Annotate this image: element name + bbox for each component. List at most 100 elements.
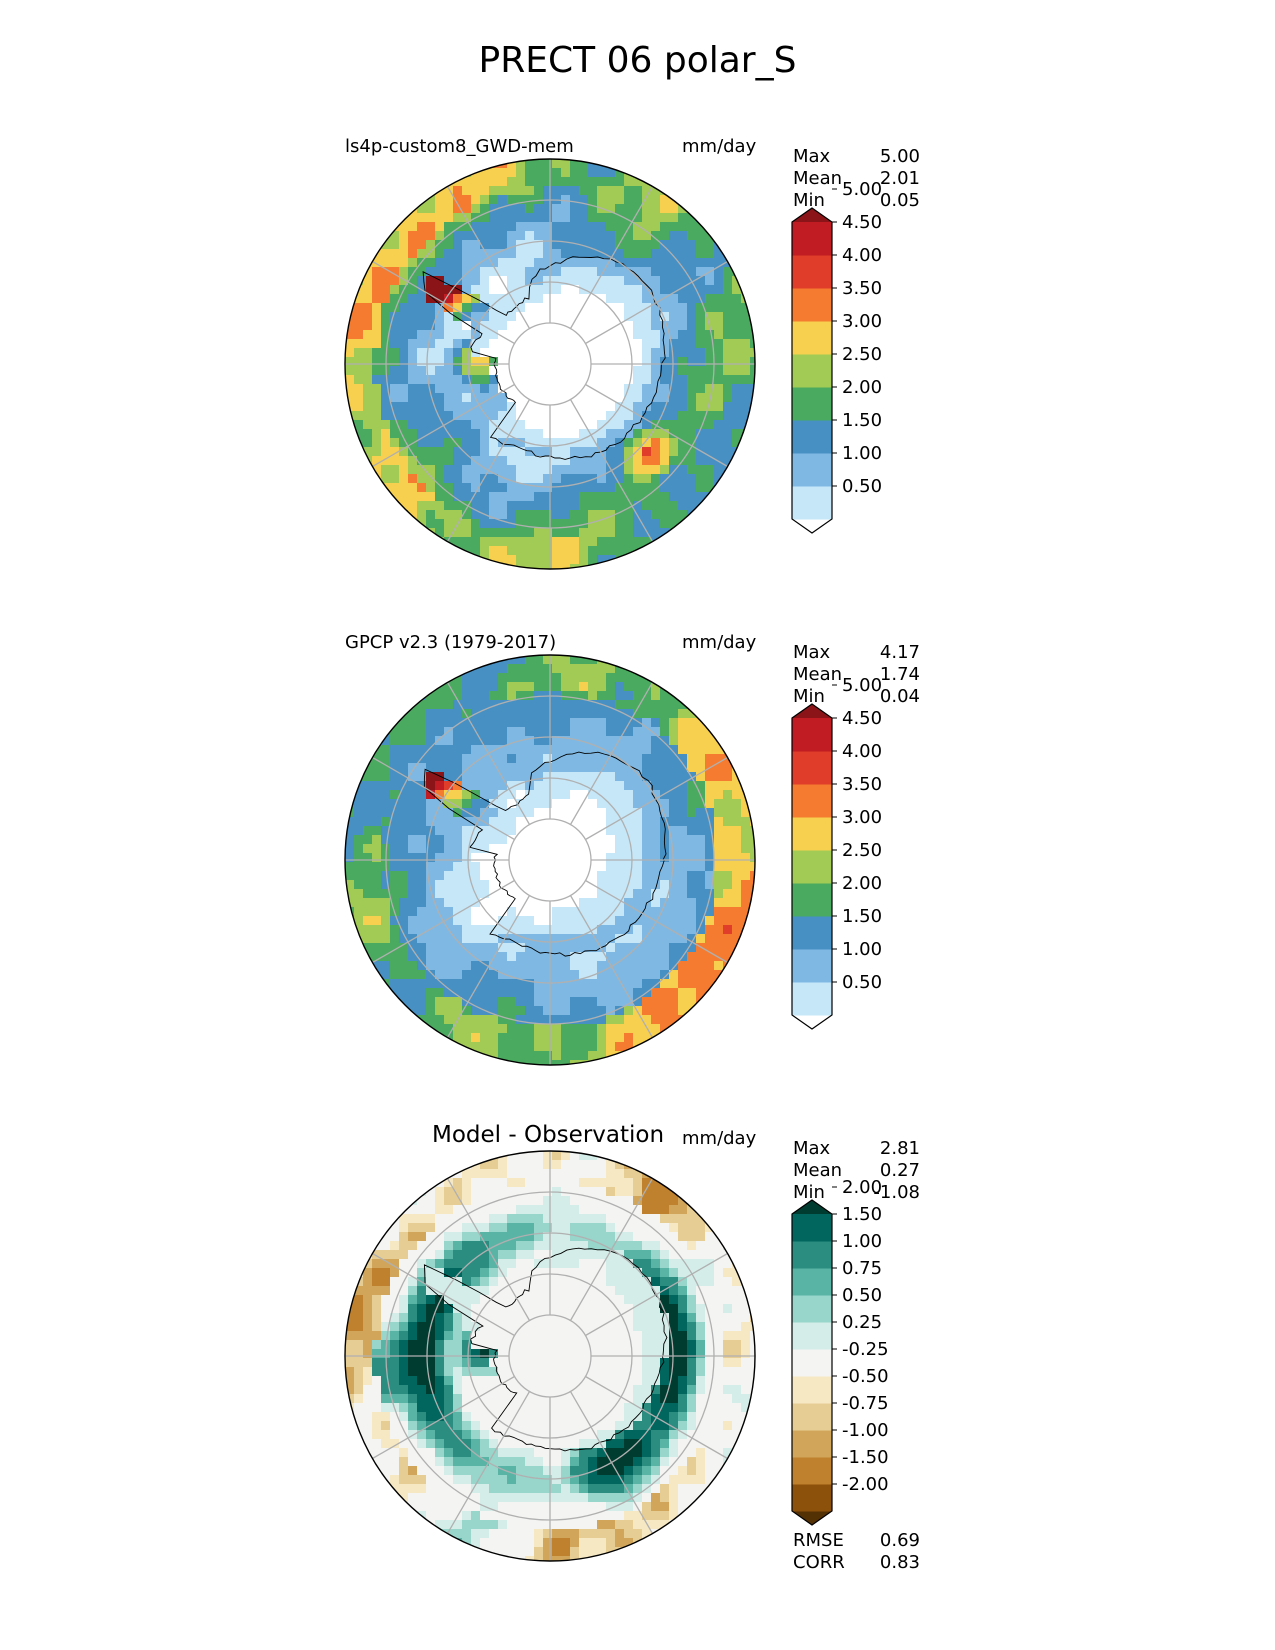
field-cell	[489, 1214, 499, 1224]
meridian-line	[569, 186, 654, 329]
field-cell	[561, 1051, 571, 1061]
field-cell	[588, 267, 598, 277]
field-cell	[435, 321, 445, 331]
field-cell	[543, 492, 553, 502]
field-cell	[660, 1421, 670, 1431]
field-cell	[471, 285, 481, 295]
field-cell	[660, 438, 670, 448]
field-cell	[552, 294, 562, 304]
field-cell	[588, 303, 598, 313]
field-cell	[390, 384, 400, 394]
field-cell	[435, 934, 445, 944]
field-cell	[444, 222, 454, 232]
field-cell	[471, 1169, 481, 1179]
field-cell	[534, 700, 544, 710]
field-cell	[651, 682, 661, 692]
field-cell	[489, 510, 499, 520]
field-cell	[660, 1259, 670, 1269]
field-cell	[597, 1178, 607, 1188]
field-cell	[426, 285, 436, 295]
field-cell	[642, 1259, 652, 1269]
field-cell	[723, 1259, 733, 1269]
field-cell	[597, 1286, 607, 1296]
field-cell	[525, 1430, 535, 1440]
field-cell	[471, 546, 481, 556]
field-cell	[462, 691, 472, 701]
field-cell	[408, 925, 418, 935]
field-cell	[426, 961, 436, 971]
field-cell	[426, 916, 436, 926]
field-cell	[498, 438, 508, 448]
field-cell	[660, 1232, 670, 1242]
field-cell	[534, 429, 544, 439]
field-cell	[435, 510, 445, 520]
field-cell	[426, 1367, 436, 1377]
field-cell	[399, 249, 409, 259]
field-cell	[669, 1331, 679, 1341]
field-cell	[390, 1394, 400, 1404]
field-cell	[489, 781, 499, 791]
field-cell	[543, 222, 553, 232]
field-cell	[480, 195, 490, 205]
colorbar-segment	[792, 850, 832, 884]
field-cell	[642, 682, 652, 692]
field-cell	[633, 1421, 643, 1431]
field-cell	[489, 898, 499, 908]
field-cell	[435, 781, 445, 791]
field-cell	[714, 1277, 724, 1287]
field-cell	[363, 1412, 373, 1422]
field-cell	[561, 285, 571, 295]
field-cell	[714, 1376, 724, 1386]
field-cell	[678, 375, 688, 385]
field-cell	[687, 258, 697, 268]
field-cell	[525, 456, 535, 466]
field-cell	[525, 655, 535, 665]
field-cell	[444, 1250, 454, 1260]
field-cell	[606, 700, 616, 710]
field-cell	[588, 1178, 598, 1188]
field-cell	[534, 1169, 544, 1179]
field-cell	[579, 1214, 589, 1224]
field-cell	[363, 384, 373, 394]
field-cell	[498, 1376, 508, 1386]
field-cell	[444, 1024, 454, 1034]
field-cell	[552, 1286, 562, 1296]
field-cell	[615, 519, 625, 529]
field-cell	[444, 267, 454, 277]
field-cell	[534, 709, 544, 719]
field-cell	[354, 1376, 364, 1386]
field-cell	[552, 925, 562, 935]
field-cell	[381, 1313, 391, 1323]
field-cell	[462, 1304, 472, 1314]
field-cell	[372, 1331, 382, 1341]
field-cell	[525, 1042, 535, 1052]
field-cell	[462, 357, 472, 367]
field-cell	[471, 195, 481, 205]
field-cell	[624, 1178, 634, 1188]
field-cell	[534, 1015, 544, 1025]
field-cell	[471, 754, 481, 764]
field-cell	[462, 384, 472, 394]
field-cell	[381, 393, 391, 403]
field-cell	[498, 1277, 508, 1287]
field-cell	[660, 1286, 670, 1296]
field-cell	[498, 790, 508, 800]
field-cell	[354, 925, 364, 935]
field-cell	[354, 880, 364, 890]
field-cell	[633, 285, 643, 295]
field-cell	[624, 1042, 634, 1052]
field-cell	[354, 907, 364, 917]
field-cell	[615, 808, 625, 818]
field-cell	[615, 1421, 625, 1431]
field-cell	[462, 925, 472, 935]
field-cell	[525, 1187, 535, 1197]
field-cell	[408, 745, 418, 755]
field-cell	[597, 258, 607, 268]
field-cell	[516, 1060, 526, 1065]
field-cell	[642, 772, 652, 782]
field-cell	[417, 474, 427, 484]
field-cell	[444, 808, 454, 818]
field-cell	[426, 1340, 436, 1350]
field-cell	[390, 799, 400, 809]
field-cell	[714, 1439, 724, 1449]
